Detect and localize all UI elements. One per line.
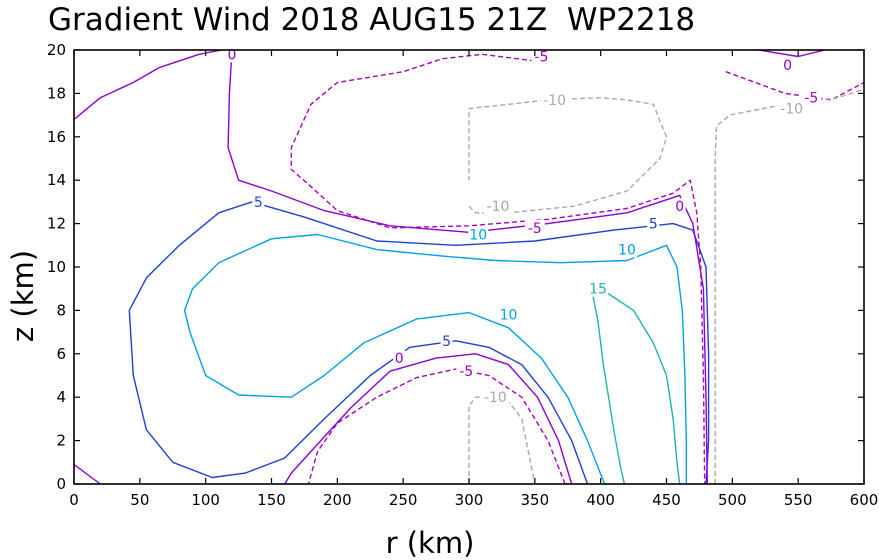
x-tick-label: 400 [586, 491, 615, 509]
contour-line [714, 88, 865, 484]
contour-line [128, 201, 710, 485]
contour-label-bg [468, 226, 489, 243]
x-tick-label: 550 [784, 491, 813, 509]
contour-label-bg [481, 389, 510, 406]
contour-label-bg [524, 219, 545, 236]
contour-label: 0 [395, 351, 404, 367]
y-axis-label: z (km) [6, 250, 40, 342]
contour-label-bg [673, 198, 686, 215]
contour-label: 5 [254, 195, 263, 211]
chart-title: Gradient Wind 2018 AUG15 21Z WP2218 [48, 2, 695, 38]
contour-label: -5 [804, 91, 818, 107]
y-tick-label: 10 [47, 258, 66, 276]
contour-label: 0 [783, 58, 792, 74]
x-tick-label: 350 [521, 491, 550, 509]
y-tick-label: 16 [47, 128, 66, 146]
contour-label: -10 [543, 93, 566, 109]
x-tick-label: 600 [850, 491, 879, 509]
x-tick-label: 0 [69, 491, 79, 509]
contour-label: -10 [484, 390, 507, 406]
contour-line [183, 233, 687, 485]
contour-label: 10 [469, 227, 487, 243]
contour-label-bg [456, 363, 477, 380]
x-tick-label: 450 [652, 491, 681, 509]
contour-line [758, 49, 825, 58]
contour-label-bg [252, 193, 265, 210]
contour-label: 0 [228, 47, 237, 63]
contour-line [290, 53, 706, 485]
contour-label-bg [781, 57, 794, 74]
contour-label-bg [483, 198, 512, 215]
x-tick-label: 100 [191, 491, 220, 509]
contour-line [468, 396, 536, 485]
contour-label: 10 [500, 308, 518, 324]
contour-label: -10 [780, 102, 803, 118]
y-tick-label: 0 [56, 475, 66, 493]
contour-label: 5 [649, 217, 658, 233]
contour-label-bg [531, 48, 552, 65]
contour-label: 15 [589, 282, 607, 298]
y-tick-label: 18 [47, 84, 66, 102]
x-tick-label: 250 [389, 491, 418, 509]
y-tick-label: 4 [56, 388, 66, 406]
contour-label: 0 [675, 199, 684, 215]
contour-label: 10 [618, 243, 636, 259]
y-tick-label: 6 [56, 345, 66, 363]
contour-label-bg [647, 215, 660, 232]
contour-label-bg [617, 241, 637, 258]
contour-label: 5 [442, 334, 451, 350]
x-axis-label: r (km) [386, 526, 475, 560]
x-tick-label: 50 [130, 491, 149, 509]
contour-label-bg [588, 280, 609, 297]
contour-line [227, 49, 708, 485]
y-tick-label: 20 [47, 41, 66, 59]
x-tick-label: 300 [455, 491, 484, 509]
contour-label: -5 [534, 50, 548, 66]
x-tick-label: 500 [718, 491, 747, 509]
contour-label-bg [777, 100, 806, 117]
y-tick-label: 2 [56, 432, 66, 450]
contour-line [725, 71, 865, 101]
contour-label-bg [440, 332, 453, 349]
contour-label: -5 [459, 364, 473, 380]
contour-label: -5 [528, 221, 542, 237]
y-tick-label: 8 [56, 301, 66, 319]
y-axis: 0 2 4 6 8 10 12 14 16 18 20 [47, 41, 864, 493]
contour-line [73, 463, 101, 485]
contour-label: -10 [487, 199, 510, 215]
contour-label-bg [540, 91, 569, 108]
x-tick-label: 200 [323, 491, 352, 509]
contour-label-bg [801, 89, 822, 106]
contour-layer [73, 49, 865, 485]
x-tick-label: 150 [257, 491, 286, 509]
contour-line [307, 368, 566, 485]
contour-label-bg [498, 306, 519, 323]
contour-line [73, 49, 222, 120]
contour-line [591, 288, 681, 485]
contour-line [284, 353, 573, 485]
contour-label-bg [393, 350, 406, 367]
contour-line [590, 288, 626, 485]
y-tick-label: 14 [47, 171, 66, 189]
y-tick-label: 12 [47, 215, 66, 233]
x-axis: 0 50 100 150 200 250 300 350 400 450 500 550 600 [69, 50, 878, 509]
contour-line [468, 97, 668, 214]
